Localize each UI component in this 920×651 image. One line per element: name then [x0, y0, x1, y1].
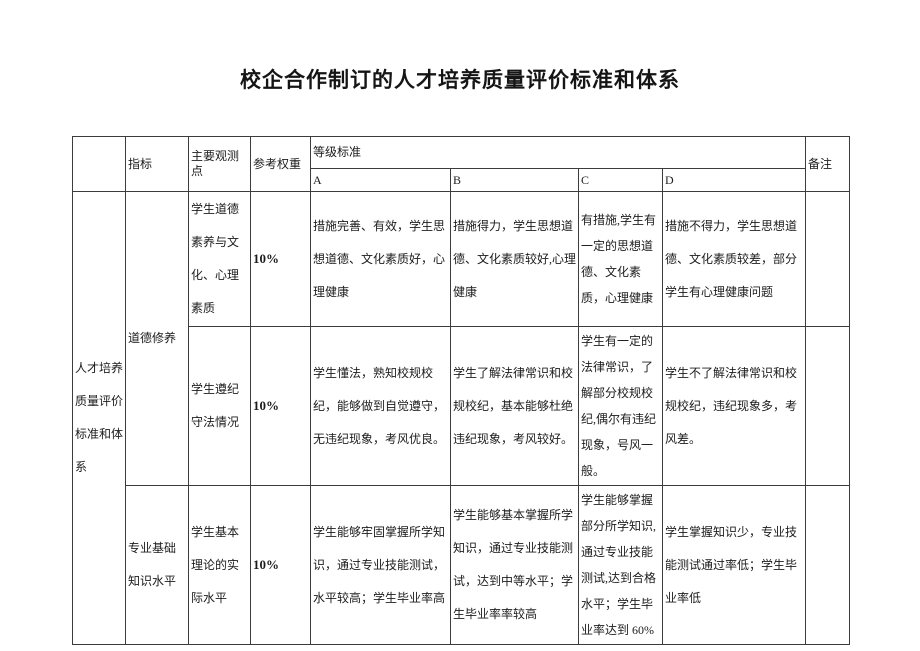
- weight-cell: 10%: [250, 485, 311, 645]
- header-grade-d: D: [661, 168, 807, 192]
- category-cell: 人才培养质量评价标准和体系: [72, 191, 126, 645]
- remark-cell: [805, 485, 851, 645]
- weight-cell: 10%: [250, 191, 311, 327]
- grade-b-cell: 学生了解法律常识和校规校纪，基本能够杜绝违纪现象，考风较好。: [450, 326, 579, 486]
- indicator-moral-cultivation: 道德修养: [125, 191, 189, 486]
- weight-cell: 10%: [250, 326, 311, 486]
- grade-a-cell: 措施完善、有效，学生思想道德、文化素质好，心理健康: [310, 191, 451, 327]
- table-row-moral-quality: 人才培养质量评价标准和体系 道德修养 学生道德素养与文化、心理素质 10% 措施…: [72, 191, 851, 645]
- table-row-discipline: 学生遵纪守法情况 10% 学生懂法，熟知校规校纪，能够做到自觉遵守，无违纪现象，…: [73, 326, 851, 486]
- grade-b-cell: 措施得力，学生思想道德、文化素质较好,心理健康: [450, 191, 579, 327]
- header-grade-b: B: [450, 168, 579, 192]
- remark-cell: [805, 326, 851, 486]
- header-grade-standard: 等级标准: [309, 136, 807, 169]
- grade-d-cell: 学生掌握知识少，专业技能测试通过率低；学生毕业率低: [661, 485, 807, 645]
- header-grade-c: C: [578, 168, 663, 192]
- grade-c-cell: 学生能够掌握部分所学知识,通过专业技能测试,达到合格水平；学生毕业率达到 60%: [578, 485, 663, 645]
- grade-b-cell: 学生能够基本掌握所学知识，通过专业技能测试，达到中等水平；学生毕业率率较高: [450, 485, 579, 645]
- header-indicator: 指标: [125, 136, 189, 192]
- observation-cell: 学生道德素养与文化、心理素质: [188, 191, 251, 327]
- grade-c-cell: 有措施,学生有一定的思想道德、文化素质，心理健康: [578, 191, 663, 327]
- header-grade-a: A: [310, 168, 451, 192]
- header-row-grades: A B C D: [73, 168, 850, 192]
- grade-a-cell: 学生能够牢固掌握所学知识，通过专业技能测试，水平较高；学生毕业率高: [310, 485, 451, 645]
- grade-c-cell: 学生有一定的法律常识，了解部分校规校纪,偶尔有违纪现象，号风一般。: [578, 326, 663, 486]
- observation-cell: 学生遵纪守法情况: [188, 326, 251, 486]
- grade-d-cell: 学生不了解法律常识和校规校纪，违纪现象多，考风差。: [661, 326, 807, 486]
- grade-a-cell: 学生懂法，熟知校规校纪，能够做到自觉遵守，无违纪现象，考风优良。: [310, 326, 451, 486]
- evaluation-table: 指标 主要观测点 参考权重 等级标准 备注 A B C D 人才培养质量评价标准…: [72, 136, 851, 645]
- header-weight: 参考权重: [250, 136, 311, 192]
- page-title: 校企合作制订的人才培养质量评价标准和体系: [240, 68, 680, 92]
- grade-d-cell: 措施不得力，学生思想道德、文化素质较差，部分学生有心理健康问题: [661, 191, 807, 327]
- corner-cell: [72, 136, 126, 192]
- header-remark: 备注: [805, 136, 851, 192]
- observation-cell: 学生基本理论的实际水平: [188, 485, 251, 645]
- remark-cell: [805, 191, 851, 327]
- header-observation: 主要观测点: [188, 136, 251, 192]
- indicator-professional-knowledge: 专业基础知识水平: [125, 485, 189, 645]
- table-row-basic-knowledge: 专业基础知识水平 学生基本理论的实际水平 10% 学生能够牢固掌握所学知识，通过…: [73, 485, 851, 645]
- header-row-top: 指标 主要观测点 参考权重 等级标准 备注: [72, 136, 851, 192]
